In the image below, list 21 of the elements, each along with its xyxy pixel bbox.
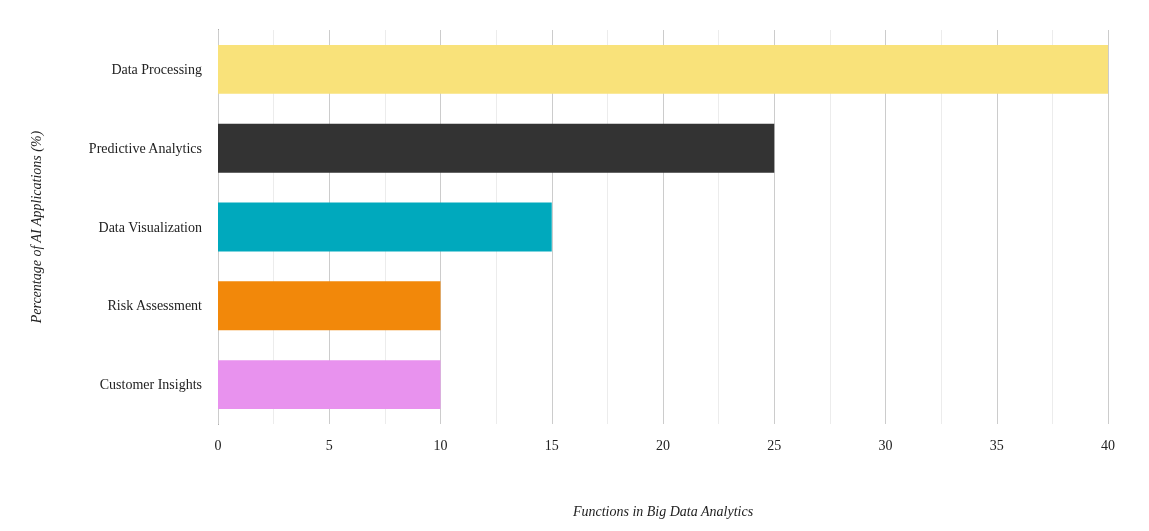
y-tick-label: Risk Assessment — [107, 298, 203, 314]
x-tick-label: 5 — [325, 437, 333, 453]
x-tick-label: 20 — [656, 437, 670, 453]
y-tick-label: Data Visualization — [98, 219, 202, 235]
y-tick-label: Predictive Analytics — [88, 140, 202, 156]
bar — [218, 44, 1108, 94]
y-axis-title: Percentage of AI Applications (%) — [28, 130, 45, 325]
x-axis-title: Functions in Big Data Analytics — [571, 503, 754, 519]
bar — [218, 123, 775, 173]
x-tick-label: 15 — [544, 437, 559, 453]
bar — [218, 360, 441, 410]
x-tick-label: 10 — [433, 437, 448, 453]
x-tick-label: 25 — [767, 437, 782, 453]
x-tick-label: 35 — [989, 437, 1004, 453]
x-tick-label: 40 — [1101, 437, 1115, 453]
y-tick-label: Data Processing — [111, 61, 202, 77]
bar — [218, 281, 441, 331]
x-tick-label: 0 — [214, 437, 222, 453]
y-tick-label: Customer Insights — [99, 377, 202, 393]
x-tick-label: 30 — [878, 437, 893, 453]
bar — [218, 202, 552, 252]
